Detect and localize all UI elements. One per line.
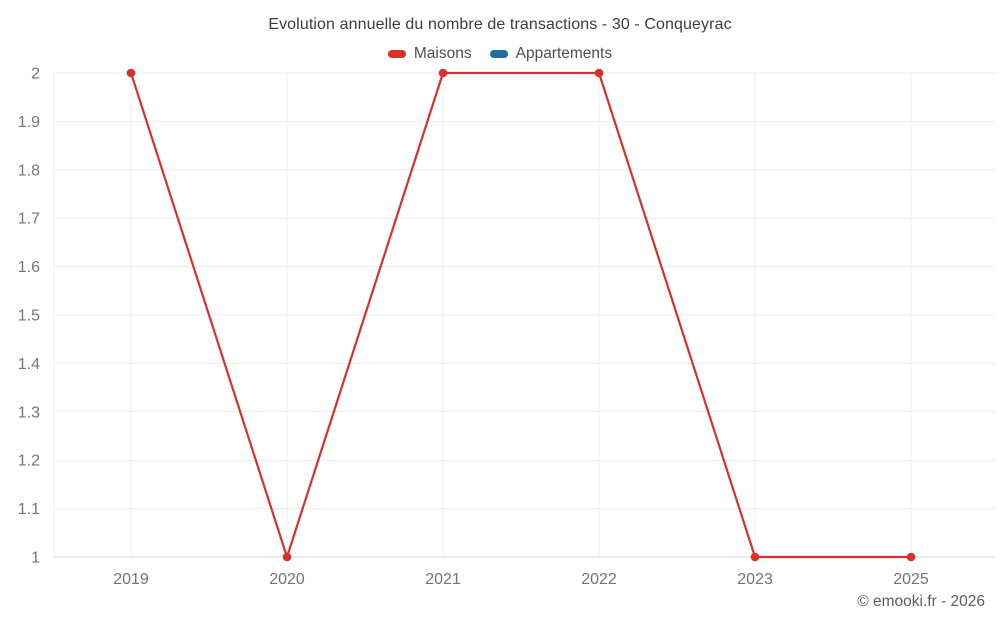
y-tick-label: 1.2 xyxy=(18,453,40,470)
x-tick-label: 2021 xyxy=(425,571,461,588)
y-tick-label: 1.6 xyxy=(18,259,40,276)
y-tick-label: 1.4 xyxy=(18,356,40,373)
y-tick-label: 1 xyxy=(31,550,40,567)
y-tick-label: 1.7 xyxy=(18,211,40,228)
x-tick-label: 2020 xyxy=(269,571,305,588)
legend-item-appartements[interactable]: Appartements xyxy=(489,45,613,63)
legend-label-maisons: Maisons xyxy=(413,45,472,62)
y-tick-label: 1.3 xyxy=(18,404,40,421)
y-tick-label: 1.8 xyxy=(18,162,40,179)
x-tick-label: 2023 xyxy=(737,571,773,588)
y-tick-label: 1.1 xyxy=(18,501,40,518)
data-point-maisons-2019[interactable] xyxy=(126,68,136,78)
x-tick-label: 2022 xyxy=(581,571,617,588)
chart-title: Evolution annuelle du nombre de transact… xyxy=(268,16,732,33)
data-point-maisons-2020[interactable] xyxy=(282,552,292,562)
legend: Maisons Appartements xyxy=(0,45,1000,63)
data-point-maisons-2021[interactable] xyxy=(438,68,448,78)
legend-item-maisons[interactable]: Maisons xyxy=(387,45,472,63)
y-tick-label: 1.5 xyxy=(18,308,40,325)
x-tick-label: 2025 xyxy=(893,571,929,588)
y-tick-label: 2 xyxy=(31,66,40,83)
data-point-maisons-2023[interactable] xyxy=(750,552,760,562)
x-tick-label: 2019 xyxy=(113,571,149,588)
appartements-swatch-icon xyxy=(489,50,508,58)
data-point-maisons-2025[interactable] xyxy=(906,552,916,562)
copyright: © emooki.fr - 2026 xyxy=(857,593,985,610)
maisons-swatch-icon xyxy=(387,50,406,58)
legend-label-appartements: Appartements xyxy=(515,45,613,62)
series-line-maisons xyxy=(129,71,913,559)
data-point-maisons-2022[interactable] xyxy=(594,68,604,78)
y-tick-label: 1.9 xyxy=(18,114,40,131)
